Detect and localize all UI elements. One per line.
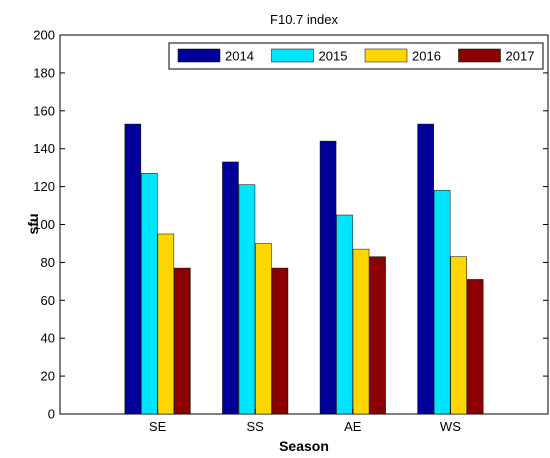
y-tick-label: 0 (48, 407, 55, 422)
legend: 2014 2015 2016 2017 (168, 42, 544, 70)
y-tick-label: 200 (33, 28, 55, 43)
y-tick-label: 40 (41, 331, 55, 346)
legend-swatch-2017 (458, 48, 501, 63)
y-axis: 0 20 40 60 80 100 120 140 160 180 200 (33, 28, 548, 422)
legend-swatch-2014 (177, 48, 221, 63)
legend-label-2015: 2015 (319, 49, 348, 64)
y-tick-label: 180 (33, 65, 55, 80)
bar-ws-2017 (466, 279, 484, 415)
legend-label-2017: 2017 (506, 49, 535, 64)
y-tick-label: 20 (41, 369, 55, 384)
bar-ae-2014 (319, 140, 337, 415)
y-tick-label: 120 (33, 179, 55, 194)
bar-ss-2015 (238, 184, 256, 415)
y-tick-label: 140 (33, 141, 55, 156)
x-axis-label: Season (279, 438, 329, 454)
chart-title: F10.7 index (270, 12, 338, 27)
bar-ae-2015 (336, 214, 353, 415)
y-tick-label: 80 (41, 255, 55, 270)
bar-ae-2016 (352, 248, 370, 415)
bar-se-2016 (157, 233, 175, 415)
bar-ws-2016 (450, 256, 467, 415)
bar-ss-2014 (222, 161, 239, 415)
legend-label-2014: 2014 (225, 49, 254, 64)
legend-label-2016: 2016 (412, 49, 441, 64)
bar-se-2015 (141, 173, 158, 415)
bar-se-2014 (124, 123, 142, 415)
bar-se-2017 (174, 267, 191, 415)
x-tick-label: SS (247, 419, 265, 434)
bars-group (124, 123, 484, 415)
legend-swatch-2016 (364, 48, 408, 63)
bar-ws-2015 (433, 190, 451, 415)
y-tick-label: 160 (33, 103, 55, 118)
y-axis-label: sfu (25, 214, 41, 235)
bar-ss-2017 (271, 267, 289, 415)
bar-ws-2014 (417, 123, 434, 415)
x-tick-label: AE (344, 419, 362, 434)
x-tick-label: SE (149, 419, 167, 434)
legend-swatch-2015 (271, 48, 314, 63)
bar-ae-2017 (369, 256, 386, 415)
x-tick-label: WS (440, 419, 461, 434)
y-tick-label: 60 (41, 293, 55, 308)
y-tick-label: 100 (33, 217, 55, 232)
bar-ss-2016 (255, 243, 272, 415)
x-axis: SE SS AE WS (149, 409, 461, 434)
